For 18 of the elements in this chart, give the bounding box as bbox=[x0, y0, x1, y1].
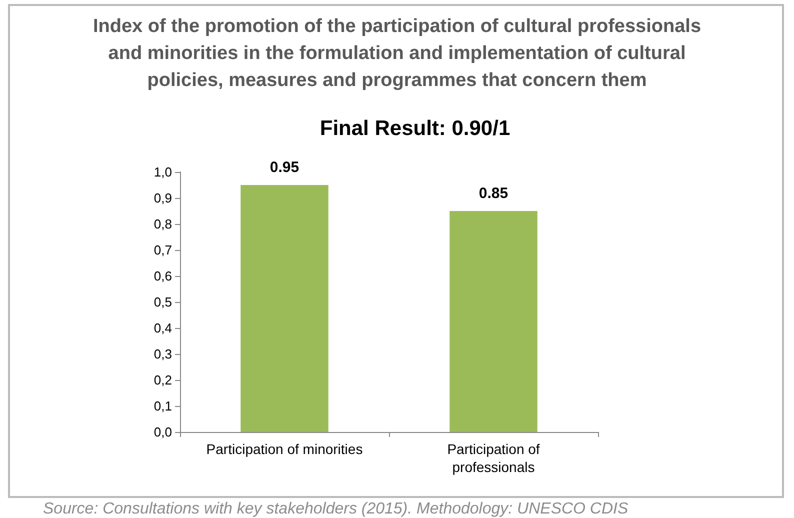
x-tick-label: Participation of minorities bbox=[206, 441, 363, 457]
x-tick-label: Participation of professionals bbox=[447, 441, 540, 475]
data-label: 0.85 bbox=[478, 185, 508, 202]
y-tick-label: 0,1 bbox=[154, 398, 172, 414]
y-tick-label: 0,7 bbox=[154, 242, 172, 258]
chart-title: Index of the promotion of the participation of cultural professionals and minorities in the formulation and implementation of cultural policies, measures and programmes that concern them bbox=[92, 16, 702, 91]
y-tick-label: 0,9 bbox=[154, 190, 172, 206]
y-tick-label: 0,2 bbox=[154, 372, 172, 388]
data-label: 0.95 bbox=[270, 159, 300, 176]
y-tick-label: 0,8 bbox=[154, 216, 172, 232]
y-tick-label: 1,0 bbox=[154, 164, 172, 180]
y-tick-label: 0,6 bbox=[154, 268, 172, 284]
y-tick-label: 0,4 bbox=[154, 320, 172, 336]
y-tick-label: 0,0 bbox=[154, 424, 172, 440]
source-note: Source: Consultations with key stakeholders (2015). Methodology: UNESCO CDIS bbox=[43, 500, 628, 518]
chart-subtitle: Final Result: 0.90/1 bbox=[320, 117, 510, 140]
y-tick-label: 0,5 bbox=[154, 294, 172, 310]
y-tick-label: 0,3 bbox=[154, 346, 172, 362]
